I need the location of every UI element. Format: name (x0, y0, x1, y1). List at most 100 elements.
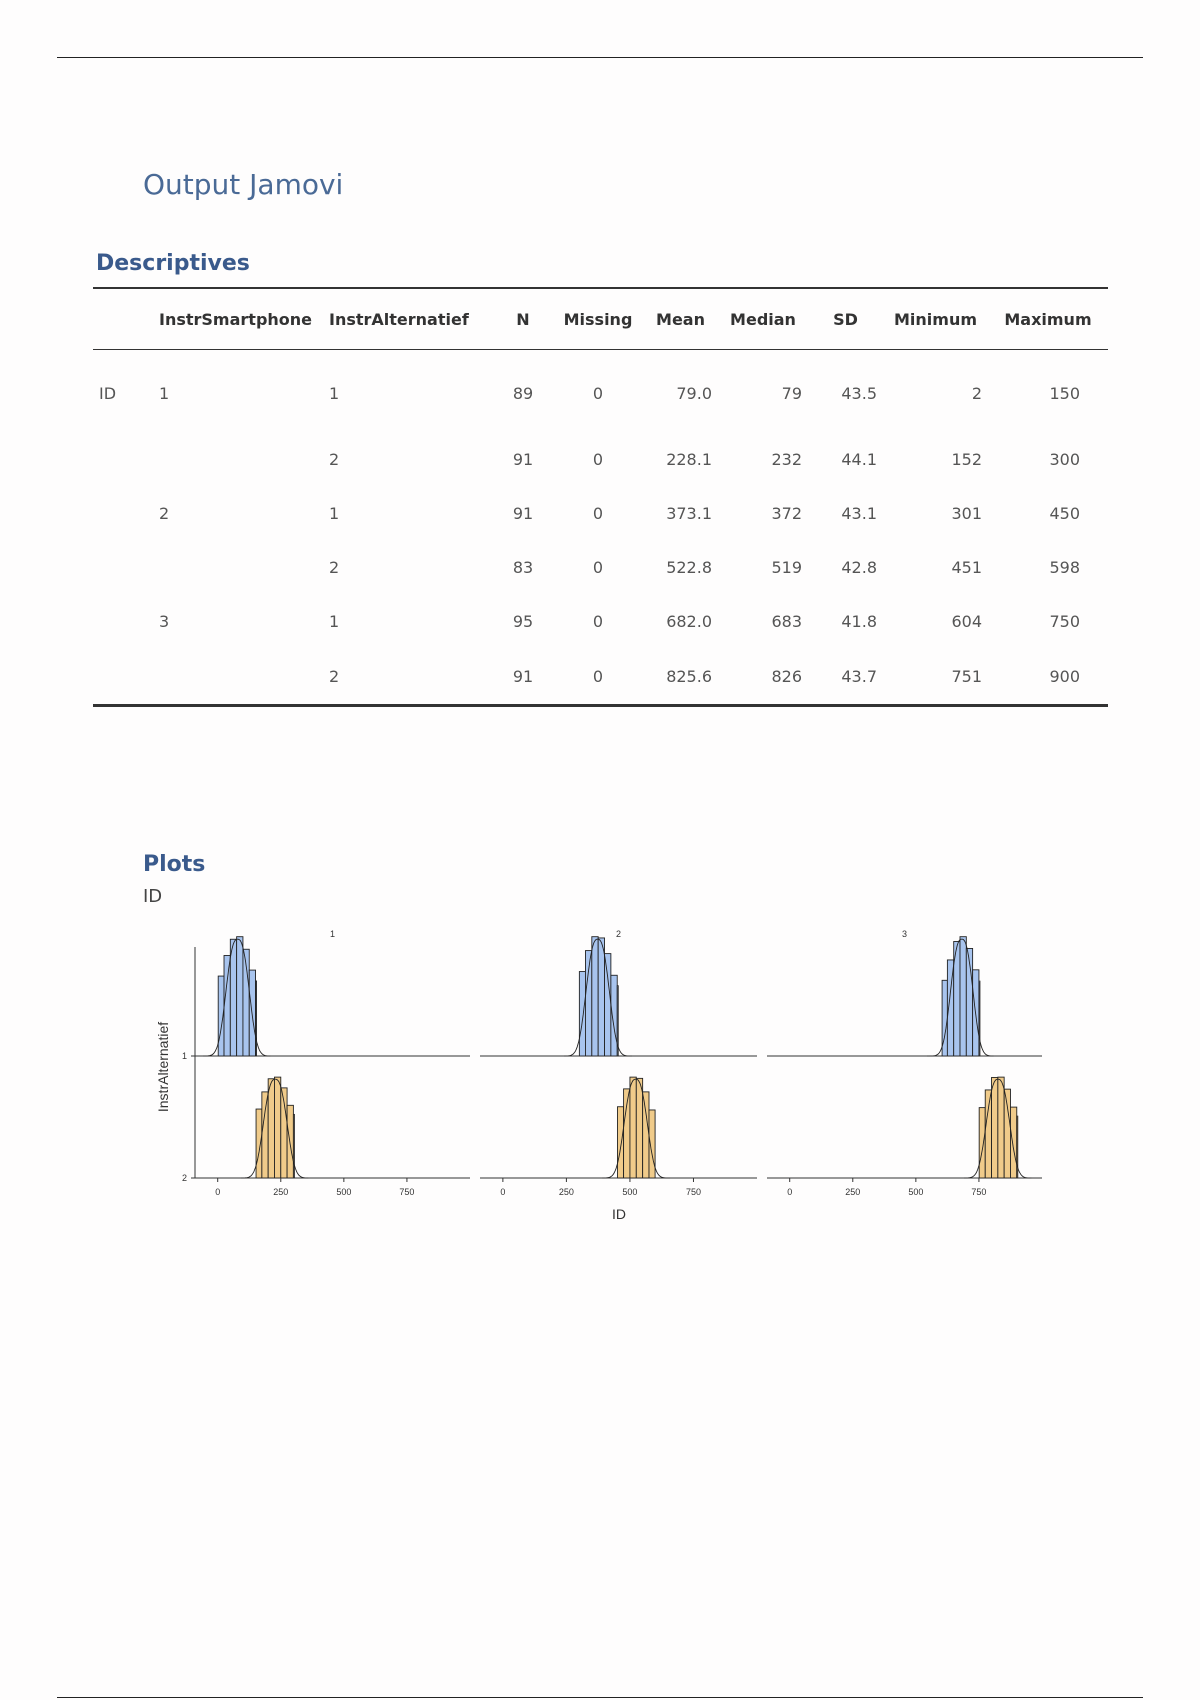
cell-variable (93, 486, 153, 540)
cell-instr-alternatief: 2 (329, 449, 340, 469)
cell-instr-smartphone (153, 432, 323, 486)
histogram-bar (959, 936, 967, 1057)
cell-missing: 0 (592, 557, 604, 577)
histogram-bar (616, 985, 619, 1057)
cell-sd: 41.8 (841, 611, 877, 631)
cell-sd: 42.8 (841, 557, 877, 577)
cell-maximum: 300 (1049, 449, 1080, 469)
y-tick-label: 1 (182, 1051, 187, 1061)
cell-minimum: 301 (951, 503, 982, 523)
x-tick-label: 250 (559, 1187, 574, 1197)
histogram-bar (261, 1091, 269, 1179)
bottom-rule (57, 1697, 1143, 1698)
cell-maximum: 450 (1049, 503, 1080, 523)
histogram-bar (597, 937, 605, 1057)
histogram-bar (978, 1107, 986, 1179)
cell-n: 95 (512, 611, 534, 631)
cell-minimum: 751 (951, 666, 982, 686)
histogram-bar (255, 1108, 263, 1179)
column-header: InstrSmartphone (159, 309, 313, 329)
cell-median: 683 (771, 611, 802, 631)
histogram-bar (1010, 1106, 1018, 1179)
cell-minimum: 2 (971, 383, 982, 403)
cell-maximum: 598 (1049, 557, 1080, 577)
table-row: 3 1 95 0 682.0 683 41.8 604 750 (93, 594, 1108, 648)
histogram-bar (642, 1091, 650, 1179)
x-tick-label: 250 (845, 1187, 860, 1197)
histogram-bar (1003, 1088, 1011, 1179)
cell-instr-alternatief: 1 (329, 611, 340, 631)
cell-instr-smartphone: 2 (159, 503, 170, 523)
top-rule (57, 57, 1143, 58)
cell-maximum: 900 (1049, 666, 1080, 686)
x-tick-label: 0 (500, 1187, 505, 1197)
column-header: SD (833, 309, 858, 329)
density-curve (240, 1078, 309, 1179)
column-header: Mean (656, 309, 705, 329)
table-row: 2 1 91 0 373.1 372 43.1 301 450 (93, 486, 1108, 540)
cell-minimum: 604 (951, 611, 982, 631)
column-header: Missing (563, 309, 633, 329)
x-tick-label: 500 (336, 1187, 351, 1197)
histogram-bar (991, 1076, 999, 1179)
x-tick-label: 500 (622, 1187, 637, 1197)
facet-label: 1 (330, 929, 335, 939)
cell-mean: 228.1 (666, 449, 712, 469)
cell-sd: 43.5 (841, 383, 877, 403)
cell-instr-smartphone: 1 (159, 383, 170, 403)
cell-sd: 44.1 (841, 449, 877, 469)
histogram-bar (1016, 1115, 1019, 1179)
cell-instr-smartphone: 3 (159, 611, 170, 631)
facet-label: 2 (616, 929, 621, 939)
cell-mean: 682.0 (666, 611, 712, 631)
cell-variable (93, 540, 153, 594)
cell-median: 519 (771, 557, 802, 577)
column-header: N (516, 309, 530, 329)
cell-median: 372 (771, 503, 802, 523)
cell-n: 89 (512, 383, 534, 403)
cell-missing: 0 (592, 449, 604, 469)
table-row: ID 1 1 89 0 79.0 79 43.5 2 150 (93, 350, 1108, 433)
histogram-bar (229, 938, 238, 1057)
density-curve (964, 1078, 1032, 1179)
document-title: Output Jamovi (143, 168, 344, 201)
cell-n: 91 (512, 449, 534, 469)
histogram-bar (585, 950, 593, 1057)
facet-label: 3 (902, 929, 907, 939)
y-tick-label: 2 (182, 1173, 187, 1183)
x-tick-label: 750 (971, 1187, 986, 1197)
descriptives-title: Descriptives (96, 251, 250, 276)
cell-instr-smartphone (153, 540, 323, 594)
density-curve (927, 938, 994, 1057)
x-tick-label: 750 (686, 1187, 701, 1197)
histogram-bar (591, 936, 599, 1057)
x-tick-label: 250 (273, 1187, 288, 1197)
plots-subtitle: ID (143, 886, 163, 907)
histogram-bar (236, 936, 244, 1057)
histogram-bar (617, 1106, 625, 1179)
cell-n: 91 (512, 503, 534, 523)
cell-mean: 373.1 (666, 503, 712, 523)
cell-instr-smartphone (153, 648, 323, 706)
histogram-bar (635, 1077, 644, 1179)
histogram-bar (610, 974, 618, 1057)
column-header: Minimum (893, 309, 977, 329)
cell-maximum: 150 (1049, 383, 1080, 403)
histogram-bar (255, 980, 258, 1057)
cell-minimum: 152 (951, 449, 982, 469)
x-axis-label: ID (612, 1206, 626, 1222)
cell-maximum: 750 (1049, 611, 1080, 631)
cell-missing: 0 (592, 611, 604, 631)
ridgeline-plot: 1 2 InstrAlternatief 1 2 3 0 250 500 750 0 250 500 75… (155, 929, 1042, 1222)
histogram-bar (997, 1076, 1005, 1179)
cell-missing: 0 (592, 666, 604, 686)
cell-mean: 825.6 (666, 666, 712, 686)
cell-minimum: 451 (951, 557, 982, 577)
cell-instr-alternatief: 1 (329, 503, 340, 523)
cell-variable (93, 648, 153, 706)
cell-median: 826 (771, 666, 802, 686)
histogram-bar (978, 980, 981, 1057)
table-row: 2 91 0 825.6 826 43.7 751 900 (93, 648, 1108, 706)
histogram-bar (629, 1076, 637, 1179)
x-tick-label: 500 (908, 1187, 923, 1197)
